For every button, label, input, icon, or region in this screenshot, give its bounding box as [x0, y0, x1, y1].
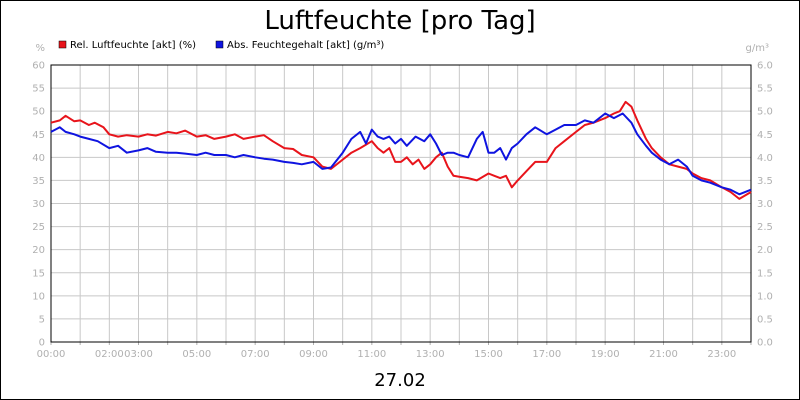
- x-tick-label: 05:00: [182, 349, 211, 360]
- y-tick-label-left: 60: [32, 61, 45, 72]
- x-tick-label: 15:00: [474, 349, 503, 360]
- y-tick-label-left: 50: [32, 107, 45, 118]
- x-tick-label: 13:00: [416, 349, 445, 360]
- series-line-absolute-humidity: [50, 112, 752, 196]
- x-tick-label: 00:00: [37, 349, 66, 360]
- y-tick-label-left: 30: [32, 199, 45, 210]
- legend: Rel. Luftfeuchte [akt] (%) Abs. Feuchtege…: [58, 40, 384, 51]
- y-tick-label-right: 4.0: [757, 153, 773, 164]
- y-tick-label-right: 5.5: [757, 84, 773, 95]
- y-tick-label-left: 35: [32, 176, 45, 187]
- plot-area: 0 0.0 5 0.5 10 1.0 15 1.5 20 2.0 25 2.5 30 3.0 35 3.5 40…: [32, 61, 773, 361]
- legend-label-absolute-humidity: Abs. Feuchtegehalt [akt] (g/m³): [227, 40, 384, 51]
- x-tick-label: 23:00: [707, 349, 736, 360]
- y-tick-label-right: 4.5: [757, 130, 773, 141]
- y-tick-label-left: 45: [32, 130, 45, 141]
- x-tick-label: 19:00: [591, 349, 620, 360]
- y-tick-label-left: 0: [39, 338, 45, 349]
- x-tick-label: 02:00: [95, 349, 124, 360]
- right-axis-unit: g/m³: [746, 43, 769, 54]
- x-tick-label: 09:00: [299, 349, 328, 360]
- y-tick-label-right: 3.5: [757, 176, 773, 187]
- y-tick-label-left: 40: [32, 153, 45, 164]
- legend-swatch-relative-humidity: [58, 40, 67, 49]
- x-tick-label: 21:00: [649, 349, 678, 360]
- x-tick-label: 17:00: [532, 349, 561, 360]
- y-tick-label-left: 5: [39, 314, 45, 325]
- y-tick-label-right: 6.0: [757, 61, 773, 72]
- y-tick-label-right: 2.0: [757, 245, 773, 256]
- left-axis-unit: %: [35, 43, 45, 54]
- y-tick-label-right: 5.0: [757, 107, 773, 118]
- y-tick-label-left: 20: [32, 245, 45, 256]
- legend-swatch-absolute-humidity: [215, 40, 224, 49]
- y-tick-label-right: 2.5: [757, 222, 773, 233]
- y-tick-label-right: 1.0: [757, 291, 773, 302]
- date-label: 27.02: [374, 370, 426, 391]
- y-tick-label-left: 25: [32, 222, 45, 233]
- y-tick-label-right: 1.5: [757, 268, 773, 279]
- y-tick-label-right: 3.0: [757, 199, 773, 210]
- y-tick-label-right: 0.0: [757, 338, 773, 349]
- series-line-relative-humidity: [50, 100, 752, 200]
- x-tick-label: 11:00: [357, 349, 386, 360]
- y-tick-label-left: 10: [32, 291, 45, 302]
- x-tick-label: 07:00: [241, 349, 270, 360]
- y-tick-label-left: 55: [32, 84, 45, 95]
- plot-border: [50, 64, 752, 343]
- x-tick-label: 03:00: [124, 349, 153, 360]
- chart-title: Luftfeuchte [pro Tag]: [264, 6, 535, 36]
- y-tick-label-left: 15: [32, 268, 45, 279]
- legend-label-relative-humidity: Rel. Luftfeuchte [akt] (%): [70, 40, 196, 51]
- y-tick-label-right: 0.5: [757, 314, 773, 325]
